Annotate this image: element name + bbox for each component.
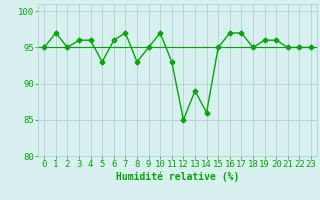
X-axis label: Humidité relative (%): Humidité relative (%) bbox=[116, 172, 239, 182]
